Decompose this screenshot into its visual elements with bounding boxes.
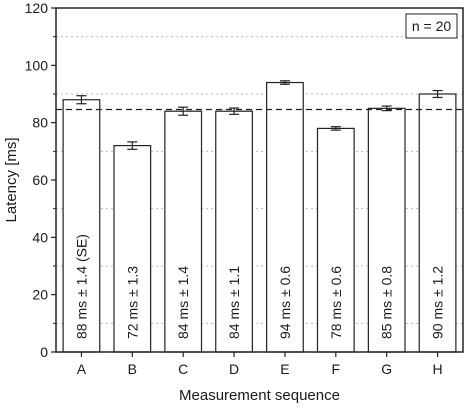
- x-tick-label: A: [77, 361, 87, 377]
- legend-box: [405, 13, 458, 39]
- bars: [62, 81, 457, 353]
- bar-label: 90 ms ± 1.2: [430, 266, 446, 339]
- y-tick-label: 40: [32, 229, 48, 245]
- bar-label: 88 ms ± 1.4 (SE): [73, 234, 89, 339]
- y-tick-label: 80: [32, 115, 48, 131]
- bar-label: 84 ms ± 1.4: [175, 266, 191, 339]
- bar: [316, 127, 355, 353]
- y-tick-label: 100: [25, 57, 49, 73]
- bar: [62, 99, 101, 353]
- x-tick-label: E: [280, 361, 289, 377]
- x-tick-label: D: [229, 361, 239, 377]
- y-tick-label: 0: [40, 344, 48, 360]
- x-tick-label: B: [128, 361, 137, 377]
- x-tick-label: C: [178, 361, 188, 377]
- y-tick-label: 120: [25, 0, 49, 16]
- bar-label: 94 ms ± 0.6: [277, 266, 293, 339]
- x-tick-label: G: [381, 361, 392, 377]
- bar: [113, 145, 152, 353]
- bar-label: 85 ms ± 0.8: [379, 266, 395, 339]
- y-axis: 0 20 40 60 80 100 120: [25, 0, 56, 360]
- x-tick-label: F: [332, 361, 341, 377]
- error-bars: [76, 80, 443, 150]
- y-tick-label: 60: [32, 172, 48, 188]
- bar-label: 84 ms ± 1.1: [226, 266, 242, 339]
- y-axis-title: Latency [ms]: [3, 137, 20, 222]
- y-tick-label: 20: [32, 287, 48, 303]
- legend-text: n = 20: [412, 18, 452, 34]
- legend: n = 20: [405, 13, 458, 39]
- bar: [418, 93, 457, 353]
- bar-labels: 88 ms ± 1.4 (SE) 72 ms ± 1.3 84 ms ± 1.4 84…: [73, 234, 445, 339]
- x-axis-title: Measurement sequence: [179, 387, 340, 404]
- x-axis: A B C D E F G H: [77, 352, 443, 377]
- bar-label: 72 ms ± 1.3: [124, 266, 140, 339]
- bar-label: 78 ms ± 0.6: [328, 266, 344, 339]
- bar: [215, 110, 253, 353]
- x-tick-label: H: [433, 361, 443, 377]
